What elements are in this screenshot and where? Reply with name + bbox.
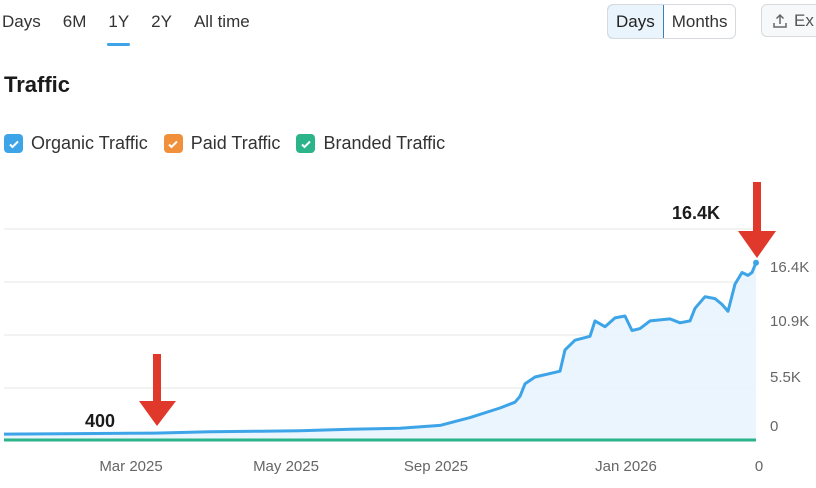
- tab-6m[interactable]: 6M: [62, 12, 87, 31]
- x-tick: Mar 2025: [99, 458, 163, 475]
- days-button[interactable]: Days: [608, 5, 664, 38]
- export-label: Ex: [794, 10, 814, 30]
- checkbox-icon[interactable]: [296, 134, 316, 153]
- x-tick: Sep 2025: [403, 458, 469, 475]
- legend-label: Branded Traffic: [323, 133, 446, 153]
- legend-paid-traffic[interactable]: Paid Traffic: [163, 133, 281, 154]
- y-tick: 10.9K: [770, 313, 810, 330]
- organic-traffic-area: [4, 262, 756, 440]
- tab-2y[interactable]: 2Y: [151, 12, 172, 31]
- organic-traffic-line: [3, 262, 758, 436]
- legend: Organic Traffic Paid Traffic Branded Tra…: [4, 133, 461, 154]
- x-tick: Jan 2026: [595, 458, 657, 475]
- section-title: Traffic: [4, 72, 71, 97]
- checkbox-icon[interactable]: [4, 134, 23, 153]
- export-button[interactable]: Ex: [761, 4, 816, 37]
- secondary-y-tick: 0: [754, 458, 764, 475]
- tab-days[interactable]: Days: [2, 12, 41, 31]
- y-tick: 0: [770, 418, 779, 435]
- y-tick: 16.4K: [770, 259, 810, 276]
- months-button[interactable]: Months: [671, 12, 728, 31]
- granularity-toggle: Days Months: [607, 4, 737, 39]
- upload-icon: [773, 13, 787, 28]
- tab-1y[interactable]: 1Y: [107, 8, 130, 46]
- checkbox-icon[interactable]: [163, 134, 183, 153]
- start-value-annotation: 400: [85, 411, 116, 431]
- tab-all-time[interactable]: All time: [193, 12, 250, 31]
- legend-label: Paid Traffic: [190, 133, 281, 153]
- x-tick: May 2025: [253, 458, 319, 475]
- period-tabs: Days 6M 1Y 2Y All time: [2, 8, 272, 46]
- arrow-down-icon: [139, 354, 176, 426]
- y-tick: 5.5K: [770, 369, 801, 386]
- legend-branded-traffic[interactable]: Branded Traffic: [296, 133, 445, 154]
- end-point-marker: [753, 259, 759, 266]
- arrow-down-icon: [738, 182, 776, 258]
- legend-organic-traffic[interactable]: Organic Traffic: [4, 133, 148, 154]
- legend-label: Organic Traffic: [31, 133, 148, 153]
- end-value-annotation: 16.4K: [672, 203, 721, 223]
